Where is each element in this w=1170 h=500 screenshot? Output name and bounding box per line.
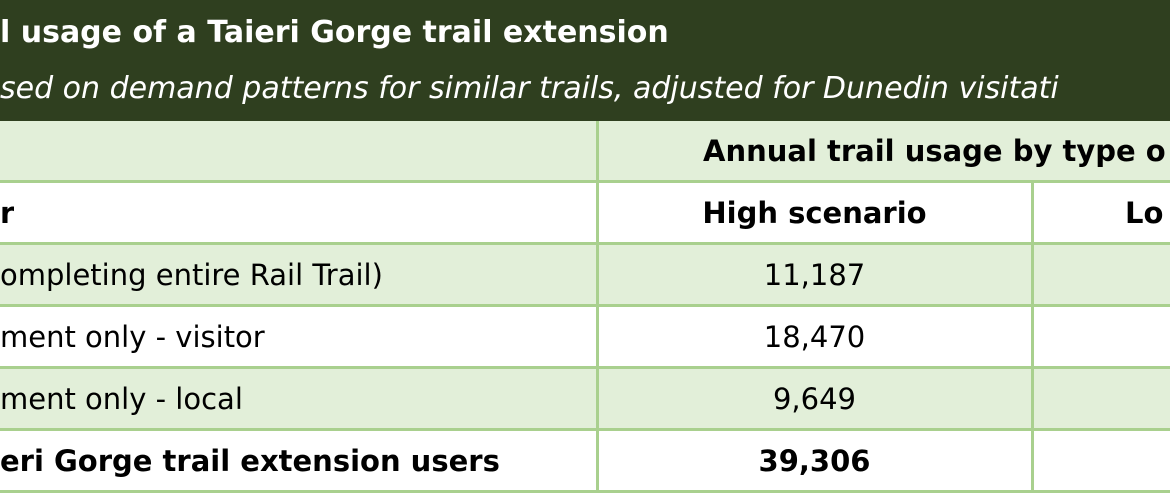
group-header: Annual trail usage by type o	[703, 133, 1166, 168]
column-header: High scenario	[702, 195, 927, 230]
column-divider	[1031, 183, 1034, 493]
table-row	[0, 183, 1170, 245]
table-row	[0, 245, 1170, 307]
cell-value: 18,470	[763, 319, 866, 354]
row-label: eri Gorge trail extension users	[0, 443, 500, 478]
table-row	[0, 369, 1170, 431]
table-row	[0, 121, 1170, 183]
column-header: r	[0, 195, 15, 230]
row-label: ment only - local	[0, 381, 243, 416]
table-row	[0, 307, 1170, 369]
subtitle: sed on demand patterns for similar trail…	[0, 71, 1059, 106]
cell-value: 39,306	[758, 443, 871, 478]
row-label: ompleting entire Rail Trail)	[0, 257, 383, 292]
cell-value: 11,187	[763, 257, 866, 292]
row-label: ment only - visitor	[0, 319, 265, 354]
table-row	[0, 431, 1170, 493]
header-band: l usage of a Taieri Gorge trail extensio…	[0, 0, 1170, 121]
cell-value: 9,649	[772, 381, 857, 416]
column-divider	[596, 121, 599, 493]
title: l usage of a Taieri Gorge trail extensio…	[0, 15, 669, 50]
column-header: Lo	[1125, 195, 1164, 230]
